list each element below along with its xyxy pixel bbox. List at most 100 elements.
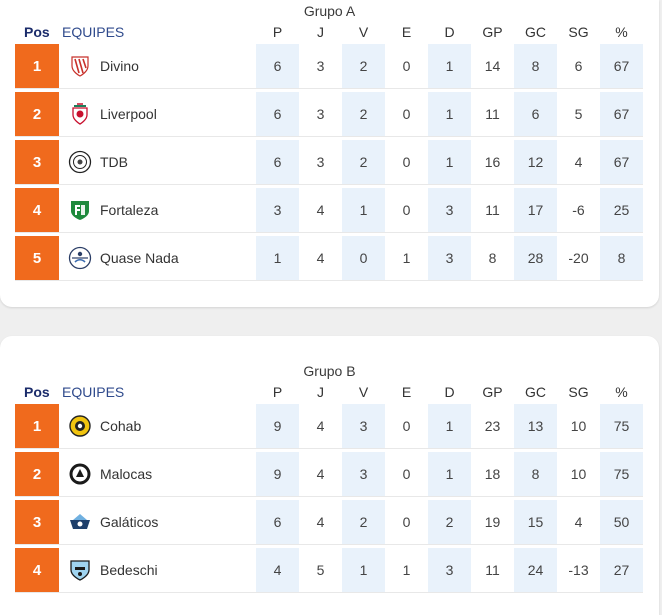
stat-j: 3 [316, 58, 325, 74]
position-badge: 3 [15, 140, 59, 184]
stat-pct: 67 [600, 140, 643, 184]
stat-d: 3 [428, 188, 471, 232]
stat-d: 2 [428, 500, 471, 544]
header-gp: GP [482, 384, 503, 400]
table-row[interactable]: 2 Malocas 9 4 3 0 1 18 8 10 75 [15, 452, 643, 496]
header-pos: Pos [24, 384, 50, 400]
stat-sg: 10 [570, 466, 587, 482]
stat-v: 1 [342, 548, 385, 592]
header-gc: GC [525, 24, 546, 40]
header-e: E [401, 384, 412, 400]
fortaleza-crest-icon [68, 198, 92, 222]
team-name[interactable]: Quase Nada [100, 250, 179, 266]
header-p: P [272, 24, 283, 40]
table-row[interactable]: 3 Galáticos 6 4 2 0 2 19 15 4 50 [15, 500, 643, 544]
stat-gc: 15 [514, 500, 557, 544]
stat-v: 2 [342, 92, 385, 136]
stat-p: 1 [256, 236, 299, 280]
group-b-card: Grupo B Pos EQUIPES P J V E D GP GC SG %… [0, 336, 659, 615]
stat-p: 4 [256, 548, 299, 592]
galaticos-crest-icon [68, 510, 92, 534]
position-badge: 3 [15, 500, 59, 544]
stat-v: 0 [342, 236, 385, 280]
stat-j: 5 [316, 562, 325, 578]
stat-sg: -20 [568, 250, 589, 266]
header-v: V [358, 384, 369, 400]
stat-gp: 23 [484, 418, 501, 434]
stat-j: 4 [316, 202, 325, 218]
table-row[interactable]: 2 Liverpool 6 3 2 0 1 11 6 5 67 [15, 92, 643, 136]
position-badge: 2 [15, 452, 59, 496]
header-v: V [358, 24, 369, 40]
stat-pct: 75 [600, 404, 643, 448]
stat-gc: 17 [514, 188, 557, 232]
table-row[interactable]: 5 Quase Nada 1 4 0 1 3 8 28 -20 8 [15, 236, 643, 280]
group-b-rows: 1 Cohab 9 4 3 0 1 23 13 10 75 2 Malocas 9 4 3 0 1 18 8 10 75 3… [15, 404, 643, 596]
stat-gp: 11 [485, 562, 500, 578]
stat-v: 2 [342, 140, 385, 184]
table-row[interactable]: 1 Cohab 9 4 3 0 1 23 13 10 75 [15, 404, 643, 448]
stat-v: 3 [342, 452, 385, 496]
stat-gp: 11 [485, 106, 500, 122]
header-pct: % [615, 384, 628, 400]
stat-d: 1 [428, 404, 471, 448]
stat-e: 0 [402, 514, 411, 530]
stat-pct: 67 [600, 92, 643, 136]
stat-j: 3 [316, 106, 325, 122]
stat-e: 0 [402, 202, 411, 218]
group-a-title: Grupo A [303, 3, 356, 19]
tdb-crest-icon [68, 150, 92, 174]
stat-gc: 8 [514, 44, 557, 88]
table-row[interactable]: 3 TDB 6 3 2 0 1 16 12 4 67 [15, 140, 643, 184]
stat-j: 4 [316, 250, 325, 266]
team-name[interactable]: Galáticos [100, 514, 159, 530]
team-name[interactable]: TDB [100, 154, 128, 170]
team-name[interactable]: Malocas [100, 466, 153, 482]
stat-j: 3 [316, 154, 325, 170]
table-row[interactable]: 1 Divino 6 3 2 0 1 14 8 6 67 [15, 44, 643, 88]
group-a-header: Pos EQUIPES P J V E D GP GC SG % [0, 24, 659, 42]
header-team: EQUIPES [62, 384, 125, 400]
group-b-title: Grupo B [303, 363, 356, 379]
stat-v: 2 [342, 500, 385, 544]
header-pos: Pos [24, 24, 50, 40]
stat-p: 6 [256, 92, 299, 136]
header-j: J [317, 24, 324, 40]
stat-j: 4 [316, 466, 325, 482]
header-d: D [444, 24, 455, 40]
stat-d: 3 [428, 236, 471, 280]
stat-e: 0 [402, 58, 411, 74]
stat-e: 1 [402, 562, 411, 578]
group-b-header: Pos EQUIPES P J V E D GP GC SG % [0, 384, 659, 402]
stat-d: 1 [428, 44, 471, 88]
table-row[interactable]: 4 Fortaleza 3 4 1 0 3 11 17 -6 25 [15, 188, 643, 232]
team-name[interactable]: Fortaleza [100, 202, 159, 218]
stat-j: 4 [316, 418, 325, 434]
stat-gc: 12 [514, 140, 557, 184]
team-name[interactable]: Bedeschi [100, 562, 158, 578]
stat-sg: 4 [574, 154, 583, 170]
stat-d: 1 [428, 92, 471, 136]
team-name[interactable]: Cohab [100, 418, 142, 434]
position-badge: 1 [15, 44, 59, 88]
cohab-crest-icon [68, 414, 92, 438]
table-row[interactable]: 4 Bedeschi 4 5 1 1 3 11 24 -13 27 [15, 548, 643, 592]
team-name[interactable]: Divino [100, 58, 139, 74]
liverpool-crest-icon [68, 102, 92, 126]
stat-d: 1 [428, 452, 471, 496]
stat-p: 6 [256, 44, 299, 88]
stat-p: 3 [256, 188, 299, 232]
header-gc: GC [525, 384, 546, 400]
stat-sg: 5 [574, 106, 583, 122]
header-p: P [272, 384, 283, 400]
stat-e: 0 [402, 154, 411, 170]
stat-d: 3 [428, 548, 471, 592]
stat-v: 1 [342, 188, 385, 232]
stat-gp: 16 [484, 154, 501, 170]
header-gp: GP [482, 24, 503, 40]
header-pct: % [615, 24, 628, 40]
stat-sg: 6 [574, 58, 583, 74]
team-name[interactable]: Liverpool [100, 106, 157, 122]
stat-gc: 8 [514, 452, 557, 496]
stat-pct: 25 [600, 188, 643, 232]
